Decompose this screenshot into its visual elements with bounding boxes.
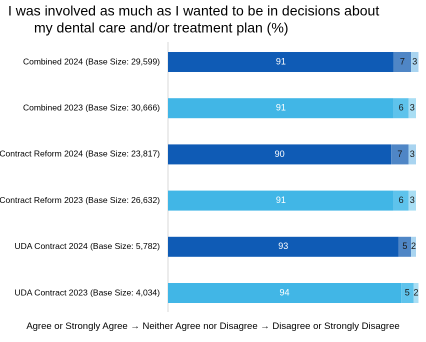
category-label: Contract Reform 2024 (Base Size: 23,817): [0, 149, 160, 159]
category-label: Contract Reform 2023 (Base Size: 26,632): [0, 195, 160, 205]
data-label: 2: [411, 241, 416, 251]
bar-segment: [398, 236, 412, 257]
bar-segment: [413, 283, 419, 303]
category-label: Combined 2024 (Base Size: 29,599): [23, 56, 160, 66]
legend-separator: →: [260, 321, 270, 332]
bar-segment: [168, 236, 399, 257]
data-label: 5: [405, 287, 410, 297]
chart-title: my dental care and/or treatment plan (%): [34, 20, 288, 36]
data-label: 6: [399, 103, 404, 113]
bar-segment: [168, 190, 394, 211]
bar-segment: [168, 283, 402, 303]
data-label: 7: [400, 56, 405, 66]
data-label: 90: [275, 149, 285, 159]
bar-segment: [391, 144, 409, 165]
bar-segment: [393, 98, 409, 119]
category-label: UDA Contract 2024 (Base Size: 5,782): [14, 241, 160, 251]
data-label: 5: [402, 241, 407, 251]
legend-entry: Agree or Strongly Agree: [26, 321, 127, 332]
bar-segment: [168, 52, 394, 72]
data-label: 3: [412, 56, 417, 66]
data-label: 94: [280, 287, 290, 297]
data-label: 2: [413, 287, 418, 297]
legend-entry: Disagree or Strongly Disagree: [272, 321, 399, 332]
data-label: 6: [399, 195, 404, 205]
chart-title: I was involved as much as I wanted to be…: [8, 3, 379, 19]
bar-segment: [408, 190, 416, 211]
data-label: 3: [410, 103, 415, 113]
bar-segment: [168, 144, 392, 165]
data-label: 93: [278, 241, 288, 251]
category-label: Combined 2023 (Base Size: 30,666): [23, 102, 160, 112]
legend: Agree or Strongly Agree → Neither Agree …: [26, 321, 399, 332]
legend-separator: →: [130, 321, 140, 332]
data-label: 7: [397, 149, 402, 159]
data-label: 91: [276, 195, 286, 205]
legend-entry: Neither Agree nor Disagree: [143, 321, 258, 332]
bar-segment: [408, 98, 416, 119]
bar-segment: [168, 98, 394, 119]
bar-segment: [401, 283, 414, 303]
data-label: 91: [276, 103, 286, 113]
bar-segment: [411, 52, 419, 72]
data-label: 3: [410, 195, 415, 205]
bar-segment: [393, 190, 409, 211]
bar-segment: [393, 52, 412, 72]
category-label: UDA Contract 2023 (Base Size: 4,034): [14, 287, 160, 297]
bar-segment: [408, 144, 416, 165]
bar-segment: [411, 236, 416, 257]
data-label: 3: [410, 149, 415, 159]
data-label: 91: [276, 56, 286, 66]
